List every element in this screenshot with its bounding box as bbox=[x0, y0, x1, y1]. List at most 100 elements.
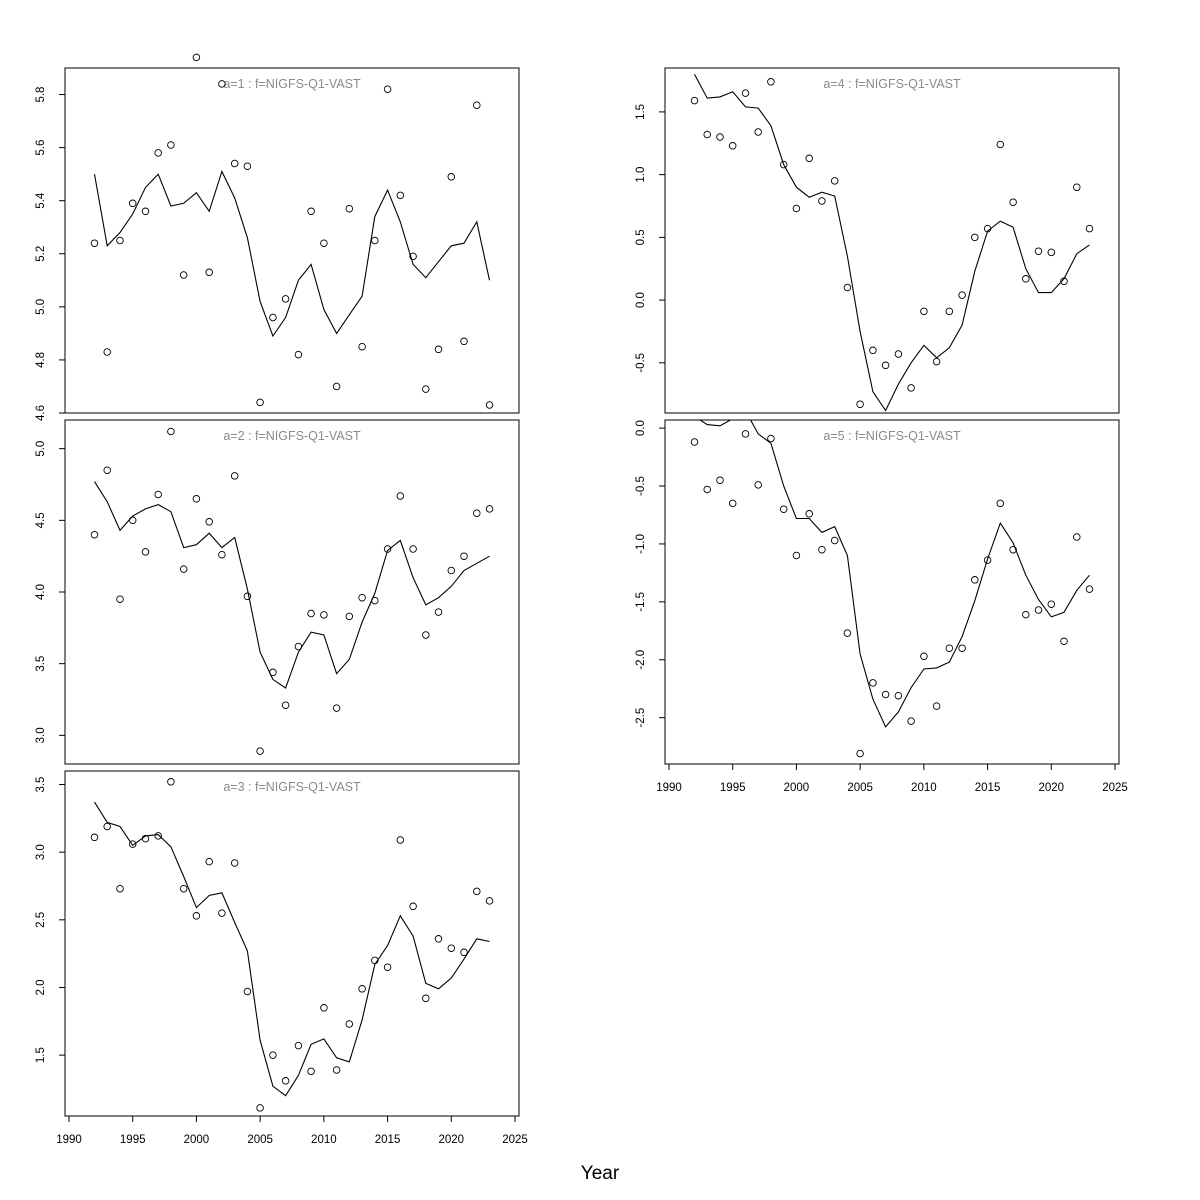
observed-point bbox=[179, 565, 188, 573]
observed-point bbox=[881, 690, 890, 699]
observed-point bbox=[741, 430, 750, 438]
observed-point bbox=[447, 173, 456, 181]
y-tick-label: 4.5 bbox=[35, 512, 47, 528]
y-tick-label: 4.6 bbox=[35, 405, 47, 421]
observed-point bbox=[983, 224, 992, 233]
observed-point bbox=[690, 96, 699, 105]
observed-point bbox=[383, 545, 392, 553]
observed-point bbox=[434, 345, 443, 354]
observed-point bbox=[154, 832, 162, 840]
observed-point bbox=[218, 909, 226, 917]
observed-point bbox=[856, 400, 864, 408]
plot-frame bbox=[64, 419, 520, 765]
y-tick-label: 5.0 bbox=[35, 441, 47, 457]
observed-point bbox=[230, 859, 239, 867]
observed-point bbox=[690, 438, 699, 446]
observed-point bbox=[192, 53, 201, 62]
y-tick-label: -2.0 bbox=[635, 650, 647, 670]
observed-point bbox=[294, 642, 303, 651]
observed-point bbox=[830, 177, 839, 185]
observed-point bbox=[920, 307, 928, 316]
observed-point bbox=[396, 492, 405, 500]
observed-point bbox=[371, 956, 379, 965]
observed-point bbox=[1073, 183, 1081, 191]
observed-point bbox=[1022, 610, 1030, 619]
observed-point bbox=[805, 510, 813, 518]
observed-point bbox=[230, 159, 239, 168]
observed-point bbox=[256, 398, 264, 407]
observed-point bbox=[358, 985, 366, 993]
observed-point bbox=[345, 612, 354, 621]
y-tick-label: 5.0 bbox=[35, 299, 47, 315]
panel-title: a=1 : f=NIGFS-Q1-VAST bbox=[223, 77, 361, 91]
observed-point bbox=[894, 350, 903, 358]
observed-point bbox=[1085, 585, 1094, 593]
x-tick-label: 2000 bbox=[784, 782, 810, 794]
observed-point bbox=[192, 495, 201, 503]
y-tick-label: 3.5 bbox=[35, 777, 47, 793]
fitted-line bbox=[94, 481, 490, 689]
observed-point bbox=[1009, 198, 1017, 206]
observed-point bbox=[358, 593, 366, 602]
panel-a2: a=2 : f=NIGFS-Q1-VAST 3.0 3.5 4.0 4.5 5.0 bbox=[35, 419, 520, 765]
observed-point bbox=[869, 679, 877, 687]
observed-point bbox=[218, 80, 226, 88]
observed-point bbox=[920, 652, 928, 661]
panel-a1: a=1 : f=NIGFS-Q1-VAST 4.6 4.8 5.0 5.2 5.4 5.6 5… bbox=[35, 53, 520, 421]
observed-point bbox=[116, 884, 124, 893]
observed-point bbox=[332, 704, 341, 712]
observed-point bbox=[243, 987, 252, 996]
observed-point bbox=[128, 199, 137, 208]
observed-point bbox=[767, 434, 775, 443]
panel-title: a=2 : f=NIGFS-Q1-VAST bbox=[223, 429, 361, 443]
observed-point bbox=[396, 836, 405, 844]
observed-point bbox=[116, 595, 124, 603]
fitted-line bbox=[698, 420, 1090, 728]
y-tick-label: -1.0 bbox=[635, 534, 647, 554]
plot-frame bbox=[664, 419, 1120, 765]
y-tick-label: 5.4 bbox=[35, 192, 47, 209]
y-tick-label: 5.6 bbox=[35, 140, 47, 156]
y-tick-label: 2.0 bbox=[35, 979, 47, 995]
observed-point bbox=[103, 348, 111, 356]
observed-point bbox=[1034, 606, 1043, 614]
x-tick-label: 2025 bbox=[502, 1134, 528, 1146]
plot-frame bbox=[664, 67, 1120, 414]
observed-point bbox=[485, 401, 494, 409]
y-tick-label: 4.0 bbox=[35, 584, 47, 600]
observed-point bbox=[256, 747, 264, 755]
observed-point bbox=[422, 385, 430, 393]
panel-a3: a=3 : f=NIGFS-Q1-VAST 1.5 2.0 2.5 3.0 3.5 1990… bbox=[35, 770, 528, 1146]
observed-point bbox=[805, 154, 813, 163]
observed-point bbox=[307, 609, 315, 618]
observed-point bbox=[307, 207, 315, 216]
observed-point bbox=[320, 1004, 328, 1012]
panel-title: a=4 : f=NIGFS-Q1-VAST bbox=[823, 77, 961, 91]
observed-point bbox=[307, 1067, 315, 1076]
observed-point bbox=[409, 545, 417, 553]
panel-title: a=3 : f=NIGFS-Q1-VAST bbox=[223, 780, 361, 794]
observed-point bbox=[383, 85, 392, 93]
observed-point bbox=[460, 552, 468, 560]
observed-point bbox=[473, 509, 481, 517]
observed-point bbox=[345, 1020, 354, 1028]
observed-point bbox=[818, 197, 826, 205]
x-tick-label: 2000 bbox=[184, 1134, 210, 1146]
observed-point bbox=[269, 313, 277, 322]
observed-point bbox=[205, 857, 213, 866]
observed-point bbox=[269, 668, 277, 677]
x-tick-label: 1995 bbox=[720, 782, 746, 794]
observed-point bbox=[460, 948, 468, 957]
observed-point bbox=[830, 536, 839, 545]
y-tick-label: 5.8 bbox=[35, 87, 47, 103]
observed-point bbox=[243, 592, 252, 601]
y-tick-label: -1.5 bbox=[635, 592, 647, 612]
observed-point bbox=[447, 566, 456, 575]
observed-point bbox=[383, 963, 392, 971]
observed-point bbox=[90, 530, 99, 539]
observed-point bbox=[958, 291, 966, 299]
observed-point bbox=[971, 576, 979, 584]
y-tick-label: 0.0 bbox=[635, 292, 647, 308]
observed-point bbox=[728, 499, 737, 508]
x-tick-label: 2015 bbox=[375, 1134, 401, 1146]
